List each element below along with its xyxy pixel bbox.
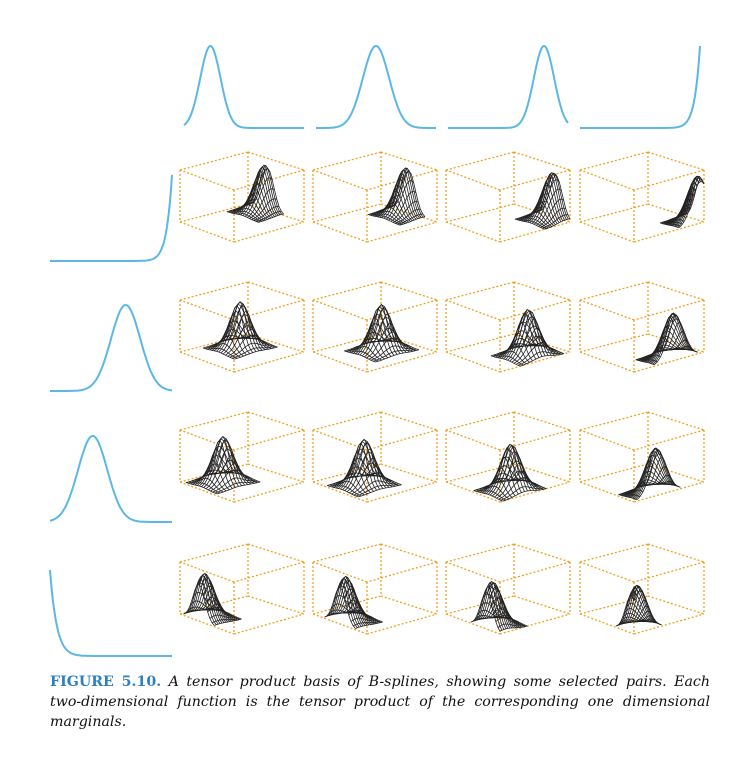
top-marginal-curve [183, 45, 304, 129]
surface-panel [179, 151, 305, 243]
surface-panel [312, 543, 438, 635]
surface-panel [579, 411, 705, 503]
surface-panel [312, 151, 438, 243]
surface-panel [312, 411, 438, 503]
figure-caption-text: A tensor product basis of B-splines, sho… [50, 674, 710, 730]
surface-panel [445, 151, 571, 243]
surface-panel [312, 281, 438, 373]
surface-panel [445, 281, 571, 373]
surface-panel [179, 281, 305, 373]
figure-caption: FIGURE 5.10. A tensor product basis of B… [50, 672, 710, 732]
top-marginal-curves [183, 44, 701, 129]
top-marginal-curve [580, 45, 701, 129]
surface-panel [179, 543, 305, 635]
surface-panel [445, 543, 571, 635]
surface-panels-grid [179, 151, 705, 635]
surface-panel [179, 411, 305, 503]
surface-panel [579, 543, 705, 635]
surface-panel [445, 411, 571, 503]
left-marginal-curves [49, 174, 173, 657]
top-marginal-curve [316, 44, 436, 129]
surface-panel [579, 281, 705, 373]
top-marginal-curve [448, 44, 569, 129]
left-marginal-curve [49, 569, 172, 657]
tensor-product-figure [49, 44, 705, 657]
surface-panel [579, 151, 705, 243]
left-marginal-curve [49, 434, 172, 523]
left-marginal-curve [50, 303, 173, 392]
figure-label: FIGURE 5.10. [50, 674, 162, 690]
left-marginal-curve [50, 174, 173, 262]
